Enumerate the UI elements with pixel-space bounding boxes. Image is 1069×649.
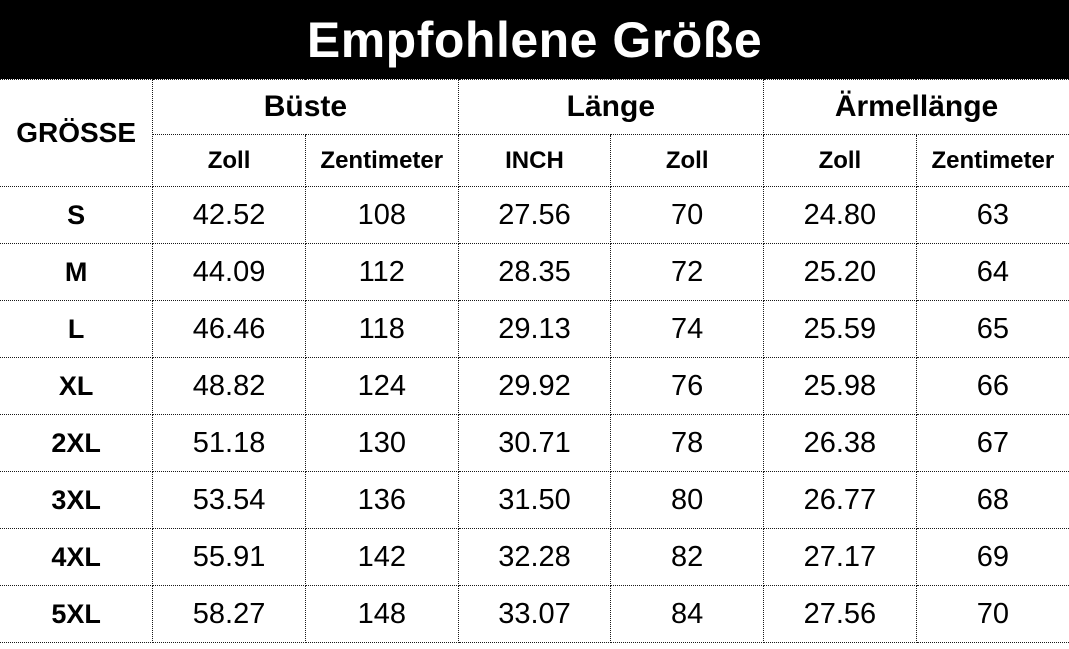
size-label: L (0, 300, 154, 358)
measurement-value: 30.71 (457, 414, 612, 472)
measurement-value: 28.35 (457, 243, 612, 301)
size-table: GRÖSSE Büste Länge Ärmellänge Zoll Zenti… (0, 79, 1069, 643)
table-row: 5XL 58.27 148 33.07 84 27.56 70 (0, 585, 1069, 643)
measurement-value: 130 (304, 414, 459, 472)
measurement-value: 58.27 (152, 585, 306, 643)
measurement-value: 84 (610, 585, 765, 643)
measurement-value: 27.56 (457, 186, 612, 244)
measurement-value: 70 (610, 186, 765, 244)
measurement-value: 26.77 (763, 471, 917, 529)
table-row: S 42.52 108 27.56 70 24.80 63 (0, 186, 1069, 244)
table-row: 4XL 55.91 142 32.28 82 27.17 69 (0, 528, 1069, 586)
size-label: 5XL (0, 585, 154, 643)
column-header-size: GRÖSSE (0, 79, 154, 187)
measurement-value: 67 (915, 414, 1069, 472)
group-header-row: GRÖSSE Büste Länge Ärmellänge (0, 79, 1069, 187)
size-label: 4XL (0, 528, 154, 586)
subheader-sleeve-inch: Zoll (763, 134, 917, 187)
size-table-header: GRÖSSE Büste Länge Ärmellänge Zoll Zenti… (0, 79, 1069, 187)
measurement-value: 74 (610, 300, 765, 358)
table-row: L 46.46 118 29.13 74 25.59 65 (0, 300, 1069, 358)
title-banner: Empfohlene Größe (0, 0, 1069, 79)
measurement-value: 72 (610, 243, 765, 301)
table-row: 2XL 51.18 130 30.71 78 26.38 67 (0, 414, 1069, 472)
subheader-length-inch: INCH (457, 134, 612, 187)
measurement-value: 27.56 (763, 585, 917, 643)
subheader-sleeve-cm: Zentimeter (915, 134, 1069, 187)
size-label: XL (0, 357, 154, 415)
measurement-value: 69 (915, 528, 1069, 586)
measurement-value: 24.80 (763, 186, 917, 244)
measurement-value: 118 (304, 300, 459, 358)
measurement-value: 32.28 (457, 528, 612, 586)
measurement-value: 112 (304, 243, 459, 301)
size-label: S (0, 186, 154, 244)
measurement-value: 65 (915, 300, 1069, 358)
measurement-value: 31.50 (457, 471, 612, 529)
measurement-value: 33.07 (457, 585, 612, 643)
sub-header-row: Zoll Zentimeter INCH Zoll Zoll Zentimete… (0, 134, 1069, 187)
subheader-bust-cm: Zentimeter (304, 134, 459, 187)
measurement-value: 55.91 (152, 528, 306, 586)
measurement-value: 27.17 (763, 528, 917, 586)
size-label: M (0, 243, 154, 301)
measurement-value: 82 (610, 528, 765, 586)
table-row: 3XL 53.54 136 31.50 80 26.77 68 (0, 471, 1069, 529)
measurement-value: 25.98 (763, 357, 917, 415)
measurement-value: 46.46 (152, 300, 306, 358)
measurement-value: 142 (304, 528, 459, 586)
measurement-value: 76 (610, 357, 765, 415)
measurement-value: 29.13 (457, 300, 612, 358)
measurement-value: 64 (915, 243, 1069, 301)
measurement-value: 148 (304, 585, 459, 643)
measurement-value: 80 (610, 471, 765, 529)
measurement-value: 136 (304, 471, 459, 529)
table-row: M 44.09 112 28.35 72 25.20 64 (0, 243, 1069, 301)
measurement-value: 53.54 (152, 471, 306, 529)
measurement-value: 108 (304, 186, 459, 244)
measurement-value: 48.82 (152, 357, 306, 415)
column-group-length: Länge (457, 79, 765, 135)
subheader-length-cm: Zoll (610, 134, 765, 187)
measurement-value: 124 (304, 357, 459, 415)
table-row: XL 48.82 124 29.92 76 25.98 66 (0, 357, 1069, 415)
measurement-value: 29.92 (457, 357, 612, 415)
measurement-value: 66 (915, 357, 1069, 415)
measurement-value: 26.38 (763, 414, 917, 472)
measurement-value: 44.09 (152, 243, 306, 301)
measurement-value: 63 (915, 186, 1069, 244)
measurement-value: 25.59 (763, 300, 917, 358)
measurement-value: 51.18 (152, 414, 306, 472)
size-label: 3XL (0, 471, 154, 529)
measurement-value: 78 (610, 414, 765, 472)
measurement-value: 70 (915, 585, 1069, 643)
size-table-body: S 42.52 108 27.56 70 24.80 63 M 44.09 112 28.35 72 2… (0, 186, 1069, 643)
size-label: 2XL (0, 414, 154, 472)
measurement-value: 25.20 (763, 243, 917, 301)
page-title: Empfohlene Größe (306, 11, 763, 68)
column-group-sleeve-length: Ärmellänge (763, 79, 1069, 135)
column-group-bust: Büste (152, 79, 459, 135)
subheader-bust-inch: Zoll (152, 134, 306, 187)
measurement-value: 42.52 (152, 186, 306, 244)
measurement-value: 68 (915, 471, 1069, 529)
